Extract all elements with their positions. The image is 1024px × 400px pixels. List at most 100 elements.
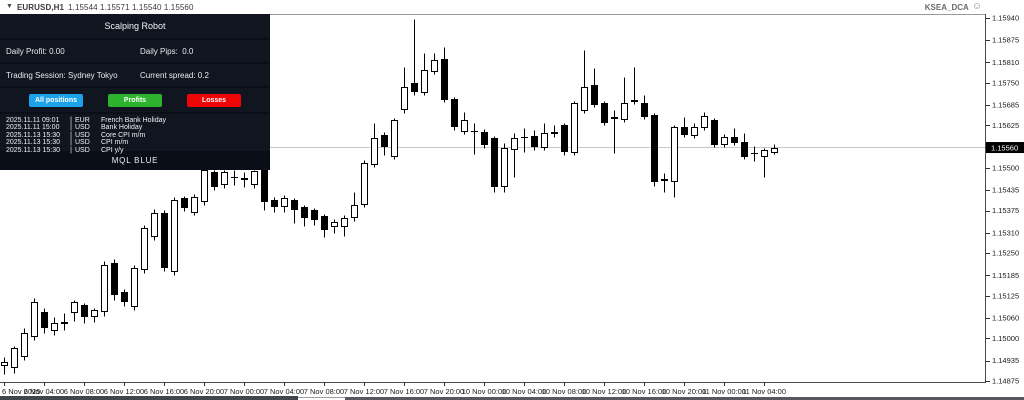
candle-body-bull [671,127,678,182]
candle-body-bear [561,125,568,152]
price-tick-label: 1.14875 [992,377,1019,386]
candle-body-bull [131,268,138,307]
news-row: 2025.11.13 15:30 | USD CPI y/y [6,147,270,154]
news-event: Bank Holiday [101,124,143,132]
news-datetime: 2025.11.13 15:30 [6,131,60,139]
news-currency: EUR [75,117,90,124]
news-currency: USD [75,139,90,147]
candle-body-bull [541,133,548,148]
price-tick-label: 1.15000 [992,334,1019,343]
candle-body-bull [201,170,208,202]
candle-body-bear [531,136,538,147]
time-tick-label: 7 Nov 16:00 [384,387,424,396]
candle-body-bull [391,120,398,157]
candle-body-bear [41,312,48,328]
price-tick-label: 1.15685 [992,100,1019,109]
news-separator: | [70,146,72,154]
news-event: Core CPI m/m [101,131,146,139]
time-tick-label: 11 Nov 04:00 [742,387,786,396]
candle-body-bull [701,116,708,128]
candle-body-bear [711,120,718,145]
time-tick-label: 7 Nov 00:00 [224,387,264,396]
ohlc-values: 1.15544 1.15571 1.15540 1.15560 [68,2,194,12]
time-tick-label: 10 Nov 20:00 [662,387,707,396]
time-tick-label: 7 Nov 20:00 [424,387,464,396]
candle-body-bull [91,310,98,317]
candle-body-bull [691,127,698,136]
candle-body-bull [431,60,438,72]
candle-body-bull [421,70,428,93]
candle-body-bull [761,150,768,157]
candle-body-bear [241,178,248,180]
all-positions-button[interactable]: All positions [29,93,83,107]
candle-body-bull [331,222,338,227]
candle-body-bull [581,87,588,111]
candle-body-bear [321,216,328,230]
candle-body-bull [341,218,348,227]
candle-body-bull [771,148,778,153]
news-datetime: 2025.11.13 15:30 [6,139,60,147]
time-tick-label: 7 Nov 08:00 [304,387,344,396]
bottom-scrollbar[interactable] [0,396,1024,400]
time-tick-label: 10 Nov 00:00 [462,387,507,396]
price-tick-label: 1.15060 [992,313,1019,322]
candle-body-bull [221,172,228,185]
price-tick-label: 1.15750 [992,78,1019,87]
profits-button[interactable]: Profits [108,93,162,107]
current-price-tag: 1.15560 [986,142,1024,154]
candle-body-bull [31,302,38,337]
losses-button[interactable]: Losses [187,93,241,107]
price-tick-label: 1.14935 [992,356,1019,365]
news-row: 2025.11.13 15:30 | USD Core CPI m/m [6,132,270,139]
candle-body-bear [311,210,318,220]
price-tick-label: 1.15250 [992,249,1019,258]
news-currency: USD [75,124,90,132]
candle-body-bear [261,165,268,202]
ea-name: KSEA_DCA [924,2,969,12]
candle-body-bear [481,132,488,145]
candle-body-bear [181,198,188,208]
panel-buttons-row: All positions Profits Losses [0,88,270,112]
price-tick-label: 1.15125 [992,291,1019,300]
time-tick-label: 7 Nov 04:00 [264,387,304,396]
ea-panel: Scalping Robot Daily Profit: 0.00 Daily … [0,14,270,170]
time-tick-label: 6 Nov 20:00 [184,387,224,396]
time-tick-label: 6 Nov 04:00 [24,387,64,396]
candle-body-bear [271,200,278,207]
candle-body-bear [491,138,498,187]
price-tick-label: 1.15310 [992,228,1019,237]
ea-enabled-smiley-icon[interactable]: ☺ [971,1,982,12]
candle-body-bull [511,138,518,150]
candle-body-bull [401,87,408,110]
candle-body-bull [171,200,178,272]
price-tick-label: 1.15435 [992,186,1019,195]
candle-body-bear [631,100,638,102]
candle-body-bear [381,135,388,147]
candle-body-bear [61,322,68,324]
price-tick-label: 1.15810 [992,58,1019,67]
ea-name-badge: KSEA_DCA ☺ [925,1,982,13]
candle-body-bull [191,197,198,213]
candle-body-bear [301,207,308,218]
news-calendar-list: 2025.11.11 09:01 | EUR French Bank Holiday 2… [0,114,270,154]
news-separator: | [70,124,72,132]
time-tick-label: 6 Nov 16:00 [144,387,184,396]
candle-body-bull [361,163,368,205]
candle-body-bear [121,292,128,302]
candle-body-bear [741,142,748,157]
current-spread-label: Current spread: 0.2 [140,70,209,80]
price-tick-label: 1.15375 [992,206,1019,215]
price-scale[interactable]: 1.15940 1.15875 1.15810 1.15750 1.15685 1.156… [985,13,1019,386]
news-datetime: 2025.11.11 09:01 [6,117,60,124]
news-datetime: 2025.11.11 15:00 [6,124,60,132]
chevron-down-icon[interactable]: ▼ [6,3,13,10]
price-tick-label: 1.15185 [992,271,1019,280]
time-tick-label: 7 Nov 12:00 [344,387,384,396]
candle-body-bear [211,172,218,187]
time-tick-label: 6 Nov 08:00 [64,387,104,396]
candle-body-bear [651,115,658,182]
panel-row-session: Trading Session: Sydney Tokyo Current sp… [0,64,270,86]
time-tick-label: 6 Nov 12:00 [104,387,144,396]
